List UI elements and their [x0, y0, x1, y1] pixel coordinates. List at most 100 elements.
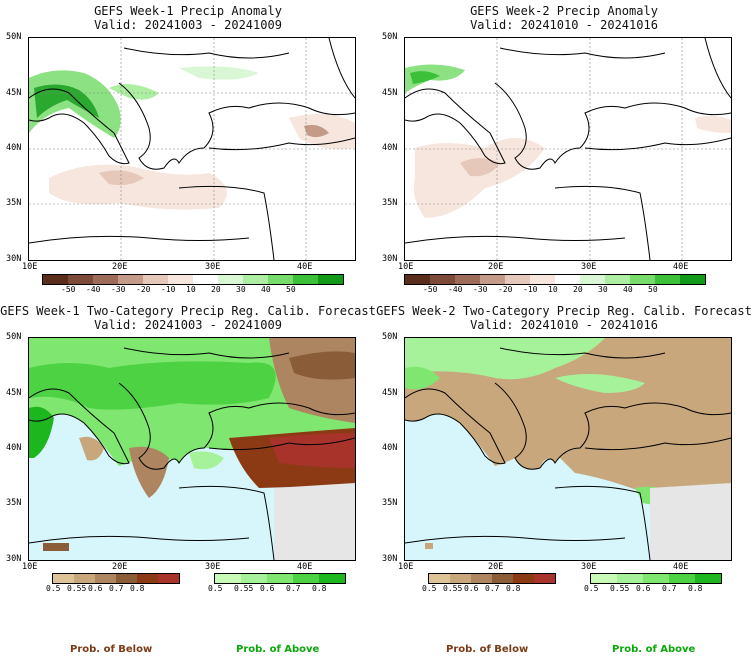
lon-label: 40E — [297, 562, 313, 572]
colorbar-swatch — [267, 574, 293, 583]
colorbar-swatch — [534, 574, 555, 583]
colorbar-swatch — [580, 275, 605, 284]
panel-week2-probability: GEFS Week-2 Two-Category Precip Reg. Cal… — [376, 300, 752, 662]
colorbar-swatch — [218, 275, 243, 284]
colorbar-tick-label: 20 — [211, 285, 221, 294]
lat-label: 50N — [6, 32, 22, 42]
colorbar-tick-label: 0.5 — [422, 584, 437, 593]
colorbar-swatch — [630, 275, 655, 284]
colorbar-tick-label: -10 — [523, 285, 538, 294]
anomaly-colorbar — [404, 274, 706, 285]
anomaly-map-week2 — [404, 37, 732, 261]
colorbar-tick-label: 0.5 — [208, 584, 223, 593]
colorbar-swatch — [168, 275, 193, 284]
lat-label: 45N — [6, 388, 22, 398]
lat-label: 50N — [382, 332, 398, 342]
lat-label: 35N — [6, 198, 22, 208]
panel-week1-anomaly: GEFS Week-1 Precip Anomaly Valid: 202410… — [0, 0, 376, 300]
lon-label: 40E — [297, 262, 313, 272]
colorbar-tick-label: 0.6 — [88, 584, 103, 593]
lat-label: 40N — [382, 143, 398, 153]
colorbar-tick-label: -50 — [61, 285, 76, 294]
colorbar-tick-label: 0.55 — [610, 584, 630, 593]
lon-label: 10E — [22, 562, 38, 572]
colorbar-swatch — [68, 275, 93, 284]
colorbar-swatch — [669, 574, 695, 583]
colorbar-swatch — [143, 275, 168, 284]
lat-label: 40N — [6, 143, 22, 153]
lon-label: 20E — [488, 262, 504, 272]
panel-title: GEFS Week-2 Precip Anomaly — [470, 4, 658, 18]
colorbar-swatch — [655, 275, 680, 284]
colorbar-swatch — [193, 275, 218, 284]
colorbar-tick-label: -50 — [423, 285, 438, 294]
colorbar-swatch — [215, 574, 241, 583]
colorbar-swatch — [617, 574, 643, 583]
colorbar-tick-label: 0.7 — [109, 584, 124, 593]
colorbar-swatch — [605, 275, 630, 284]
colorbar-tick-label: 40 — [261, 285, 271, 294]
lat-label: 45N — [382, 388, 398, 398]
colorbar-swatch — [429, 574, 450, 583]
colorbar-swatch — [471, 574, 492, 583]
lon-label: 40E — [673, 562, 689, 572]
lat-label: 35N — [382, 498, 398, 508]
anomaly-map-week1 — [28, 37, 356, 261]
dry-anomaly-area — [413, 138, 545, 218]
colorbar-swatch — [680, 275, 705, 284]
panel-week1-probability: GEFS Week-1 Two-Category Precip Reg. Cal… — [0, 300, 376, 662]
colorbar-swatch — [43, 275, 68, 284]
above-high-prob — [29, 361, 276, 410]
lon-label: 40E — [673, 262, 689, 272]
colorbar-tick-label: 50 — [648, 285, 658, 294]
lon-label: 30E — [581, 262, 597, 272]
lat-label: 50N — [382, 32, 398, 42]
colorbar-tick-label: 30 — [236, 285, 246, 294]
colorbar-tick-label: 10 — [186, 285, 196, 294]
lat-label: 35N — [6, 498, 22, 508]
colorbar-tick-label: 0.5 — [584, 584, 599, 593]
lat-label: 30N — [6, 554, 22, 564]
colorbar-swatch — [118, 275, 143, 284]
colorbar-swatch — [158, 574, 179, 583]
colorbar-tick-label: -40 — [448, 285, 463, 294]
colorbar-tick-label: 40 — [623, 285, 633, 294]
colorbar-tick-label: -10 — [161, 285, 176, 294]
anomaly-colorbar-labels: -50 -40 -30 -20 -10 10 20 30 40 50 — [42, 285, 342, 295]
colorbar-tick-label: 10 — [548, 285, 558, 294]
lat-label: 40N — [382, 443, 398, 453]
lat-label: 30N — [6, 254, 22, 264]
colorbar-tick-label: 0.8 — [312, 584, 327, 593]
lon-label: 10E — [398, 262, 414, 272]
colorbar-swatch — [455, 275, 480, 284]
colorbar-swatch — [293, 574, 319, 583]
lon-label: 30E — [581, 562, 597, 572]
dry-anomaly-area — [49, 164, 227, 210]
above-colorbar — [214, 573, 346, 584]
panel-valid-dates: Valid: 20241003 - 20241009 — [94, 318, 282, 332]
probability-map-week2 — [404, 337, 732, 561]
colorbar-swatch — [480, 275, 505, 284]
colorbar-tick-label: 0.6 — [260, 584, 275, 593]
above-prob-area — [405, 338, 605, 380]
colorbar-tick-label: -30 — [473, 285, 488, 294]
lat-label: 30N — [382, 554, 398, 564]
lat-label: 45N — [6, 88, 22, 98]
colorbar-swatch — [268, 275, 293, 284]
colorbar-tick-label: 50 — [286, 285, 296, 294]
prob-above-label: Prob. of Above — [612, 644, 696, 655]
lon-label: 30E — [205, 262, 221, 272]
colorbar-tick-label: 0.8 — [506, 584, 521, 593]
colorbar-tick-label: 0.8 — [688, 584, 703, 593]
above-colorbar-labels: 0.5 0.55 0.6 0.7 0.8 — [208, 584, 344, 594]
colorbar-swatch — [319, 574, 345, 583]
colorbar-tick-label: 0.6 — [636, 584, 651, 593]
colorbar-swatch — [241, 574, 267, 583]
colorbar-tick-label: 20 — [573, 285, 583, 294]
lat-label: 30N — [382, 254, 398, 264]
panel-valid-dates: Valid: 20241003 - 20241009 — [94, 18, 282, 32]
colorbar-tick-label: 0.7 — [485, 584, 500, 593]
colorbar-tick-label: 0.6 — [464, 584, 479, 593]
colorbar-swatch — [505, 275, 530, 284]
lon-label: 20E — [488, 562, 504, 572]
